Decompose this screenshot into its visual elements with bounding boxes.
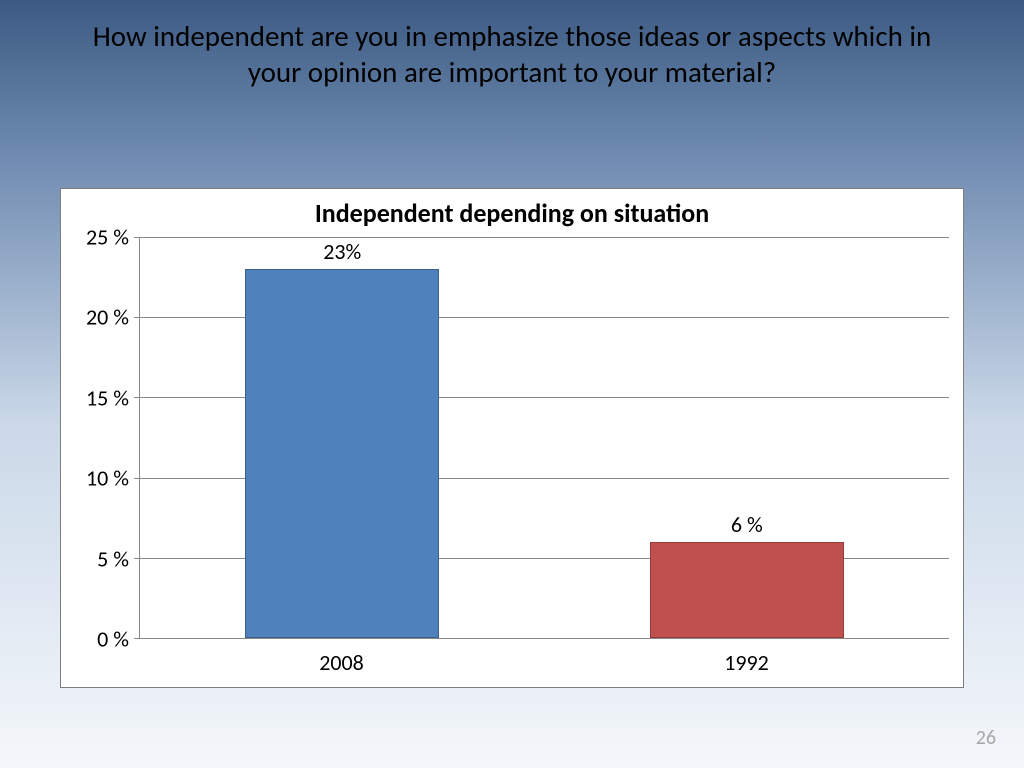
y-tick-label: 5 % [97, 545, 129, 572]
x-tick-label: 1992 [724, 649, 769, 676]
y-tick-label: 25 % [86, 224, 129, 251]
y-tick-label: 0 % [97, 626, 129, 653]
bar-2008 [245, 269, 439, 638]
chart-container: Independent depending on situation 0 % 5 … [60, 188, 964, 688]
y-tick-label: 20 % [86, 304, 129, 331]
y-tick-label: 10 % [86, 465, 129, 492]
bar-value-label: 23% [323, 238, 361, 265]
slide-title: How independent are you in emphasize tho… [0, 18, 1024, 91]
plot-wrap: 0 %5 %10 %15 %20 %25 % 23%6 % [61, 237, 963, 639]
x-tick-label: 2008 [319, 649, 364, 676]
bar-value-label: 6 % [731, 511, 763, 538]
gridline [140, 237, 949, 238]
x-axis-labels: 2008 1992 [139, 639, 949, 687]
y-tick-label: 15 % [86, 384, 129, 411]
bar-1992 [650, 542, 844, 638]
plot-area: 23% 6 % [139, 237, 949, 639]
y-axis-labels: 0 %5 %10 %15 %20 %25 % [61, 237, 139, 639]
page-number: 26 [976, 726, 996, 750]
slide: How independent are you in emphasize tho… [0, 0, 1024, 768]
chart-title: Independent depending on situation [61, 197, 963, 229]
